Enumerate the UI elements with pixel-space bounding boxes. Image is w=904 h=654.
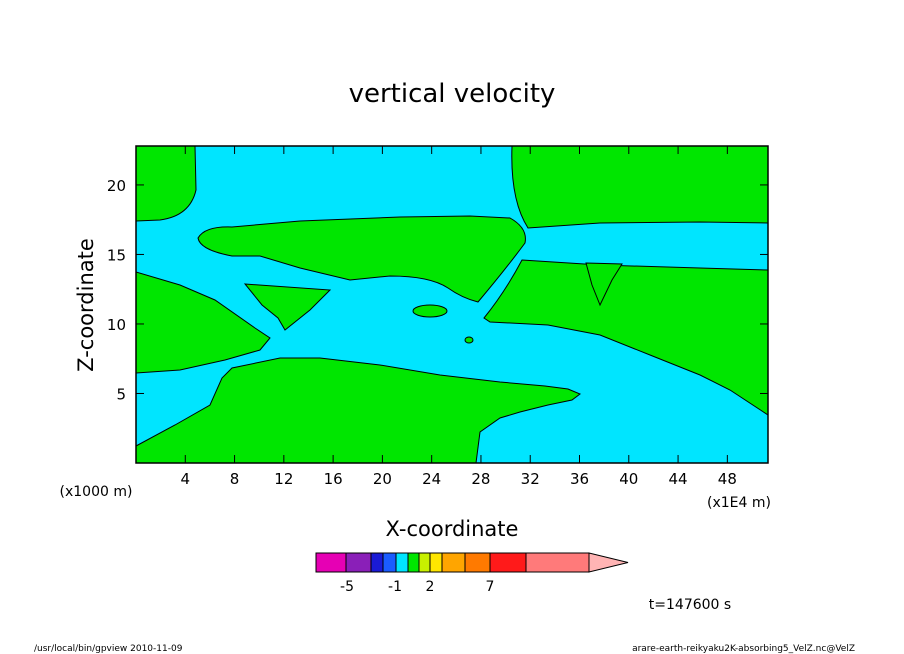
x-tick-label: 44 [669,470,688,488]
x-tick-label: 48 [718,470,737,488]
colorbar-tick-label: -1 [388,579,402,595]
x-tick-label: 40 [619,470,638,488]
x-tick-label: 20 [373,470,392,488]
contour-region-tiny-dot [464,336,474,344]
time-label: t=147600 s [649,597,731,613]
colorbar-segment [407,552,420,573]
x-tick-label: 32 [521,470,540,488]
contour-region-notch [585,262,623,307]
y-axis-label: Z-coordinate [74,238,98,372]
colorbar-extension-arrow [588,552,629,573]
x-tick-label: 16 [324,470,343,488]
colorbar-segment [429,552,443,573]
chart-title: vertical velocity [349,79,556,109]
colorbar [315,552,629,573]
x-tick-label: 24 [422,470,441,488]
x-tick-label: 12 [274,470,293,488]
contour-region-top-right [511,146,768,229]
x-tick-label: 28 [471,470,490,488]
x-tick-label: 36 [570,470,589,488]
colorbar-segment [370,552,384,573]
contour-region-small-ellipse [412,304,448,318]
contour-region-triangle [243,283,332,331]
colorbar-segment [489,552,527,573]
colorbar-segment [395,552,409,573]
contour-region-right-band [483,259,768,416]
colorbar-tick-label: 7 [486,579,495,595]
colorbar-tick-label: 2 [426,579,435,595]
colorbar-segment [418,552,431,573]
contour-region-lower-mass [136,357,581,463]
x-tick-label: 8 [230,470,240,488]
contour-region-upper-band [197,215,526,303]
x-unit-left: (x1000 m) [60,484,133,500]
x-unit-right: (x1E4 m) [707,495,771,511]
x-tick-label: 4 [181,470,191,488]
contour-region-left-wedge [136,271,271,374]
x-axis-label: X-coordinate [386,517,519,541]
y-tick-label: 15 [107,246,126,264]
footer-right: arare-earth-reikyaku2K-absorbing5_VelZ.n… [632,644,855,654]
colorbar-segment [441,552,466,573]
footer-left: /usr/local/bin/gpview 2010-11-09 [34,644,183,654]
y-tick-label: 20 [107,177,126,195]
colorbar-segment [464,552,491,573]
colorbar-tick-label: -5 [340,579,354,595]
colorbar-segment [382,552,397,573]
colorbar-segment [345,552,372,573]
contour-region-top-left [136,146,197,222]
colorbar-segment [315,552,347,573]
y-tick-label: 5 [116,385,126,403]
plot-frame [135,145,769,464]
colorbar-segment [525,552,590,573]
y-tick-label: 10 [107,316,126,334]
